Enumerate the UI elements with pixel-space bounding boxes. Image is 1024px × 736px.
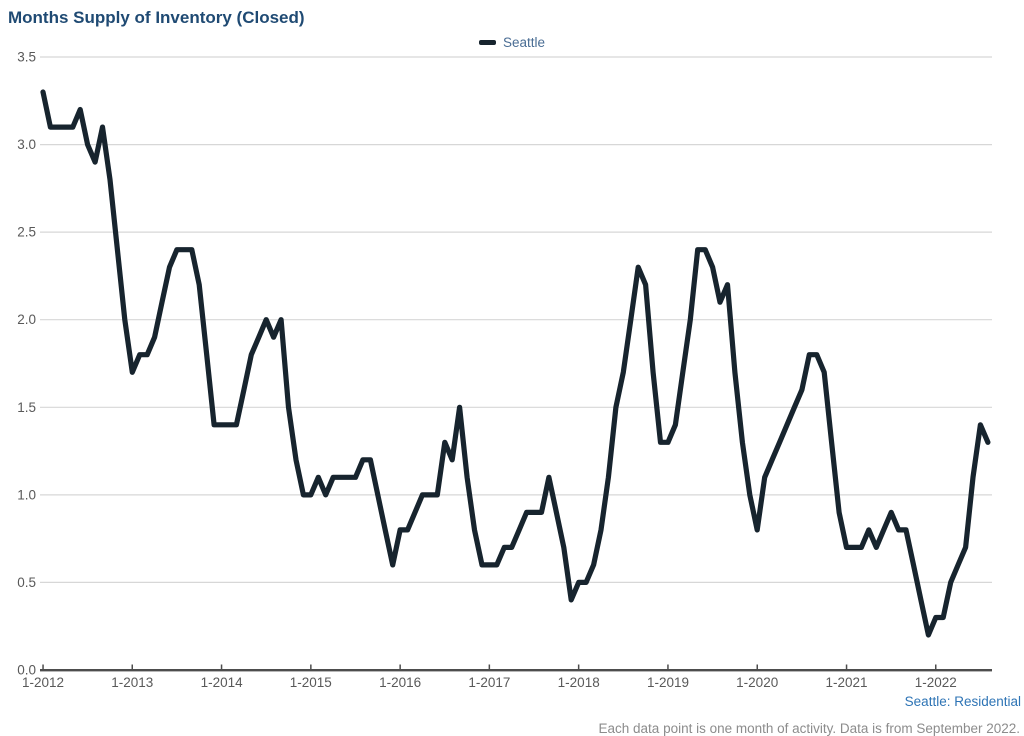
x-tick-label: 1-2014 xyxy=(201,675,244,690)
series-line-seattle xyxy=(40,89,991,638)
chart-title: Months Supply of Inventory (Closed) xyxy=(8,8,305,27)
x-tick xyxy=(667,664,669,669)
x-tick xyxy=(756,664,758,669)
x-tick-label: 1-2012 xyxy=(22,675,64,690)
x-tick xyxy=(935,664,937,669)
x-tick xyxy=(220,664,223,669)
footer-source: Seattle: Residential xyxy=(904,694,1021,709)
x-axis-line xyxy=(40,669,992,672)
y-tick-label: 3.5 xyxy=(17,50,36,65)
x-tick-label: 1-2018 xyxy=(558,675,600,690)
x-tick-label: 1-2013 xyxy=(111,675,153,690)
x-tick-label: 1-2022 xyxy=(915,675,957,690)
x-tick xyxy=(42,664,44,669)
x-tick xyxy=(399,664,401,669)
y-tick-label: 2.5 xyxy=(17,225,36,240)
x-tick-label: 1-2021 xyxy=(825,675,867,690)
y-tick-label: 2.0 xyxy=(17,312,36,327)
y-tick-label: 0.0 xyxy=(17,663,36,678)
x-tick-label: 1-2015 xyxy=(290,675,332,690)
x-tick-label: 1-2019 xyxy=(647,675,689,690)
y-tick-label: 1.0 xyxy=(17,487,36,502)
footer-note: Each data point is one month of activity… xyxy=(598,721,1020,736)
x-tick-label: 1-2017 xyxy=(468,675,510,690)
x-tick xyxy=(845,664,848,669)
y-tick-label: 1.5 xyxy=(17,400,36,415)
x-tick xyxy=(577,664,580,669)
x-tick-label: 1-2016 xyxy=(379,675,421,690)
y-tick-label: 0.5 xyxy=(17,575,36,590)
x-tick-label: 1-2020 xyxy=(736,675,778,690)
x-tick xyxy=(131,664,133,669)
y-tick-label: 3.0 xyxy=(17,137,36,152)
x-tick xyxy=(488,664,491,669)
x-tick xyxy=(310,664,312,669)
